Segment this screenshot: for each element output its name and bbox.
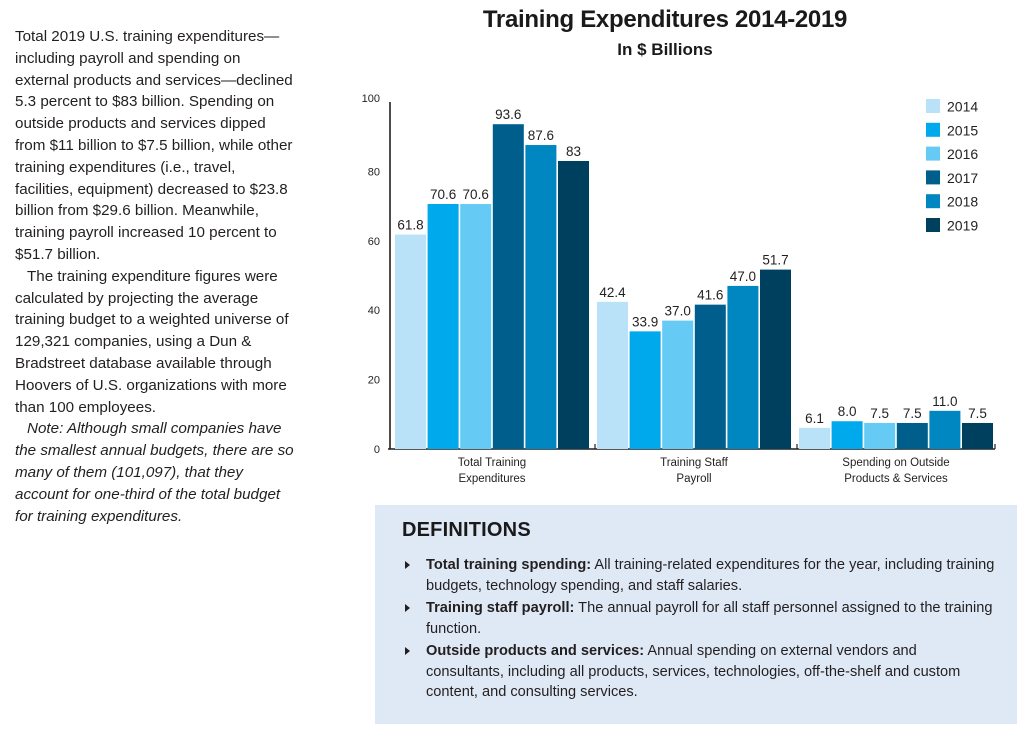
- bar-value-label: 11.0: [932, 394, 957, 409]
- category-label: Training Staff: [660, 457, 729, 469]
- y-tick-label: 40: [368, 305, 380, 317]
- legend-item-2018: 2018: [926, 194, 978, 210]
- triangle-bullet-icon: [405, 604, 410, 612]
- triangle-bullet-icon: [405, 647, 410, 655]
- legend-item-2014: 2014: [926, 99, 978, 115]
- category-label: Products & Services: [844, 473, 948, 485]
- bar-2018-2: [929, 410, 961, 449]
- bar-2019-1: [760, 269, 791, 449]
- bars: [395, 124, 993, 450]
- legend-swatch: [926, 218, 940, 232]
- definition-term: Outside products and services:: [426, 643, 645, 659]
- y-tick-label: 100: [362, 93, 380, 105]
- y-tick-label: 0: [374, 444, 380, 456]
- bar-2014-0: [395, 234, 426, 449]
- bar-value-label: 7.5: [870, 406, 889, 421]
- bar-2018-1: [727, 285, 759, 449]
- definitions-title: DEFINITIONS: [402, 519, 531, 541]
- legend-label: 2014: [947, 99, 978, 115]
- bar-2015-1: [629, 331, 661, 449]
- article-paragraph-summary: Total 2019 U.S. training expenditures—in…: [15, 28, 293, 263]
- bar-2016-1: [662, 320, 694, 449]
- bar-value-label: 7.5: [903, 406, 922, 421]
- definition-text: All training-related expenditures for th…: [426, 557, 995, 594]
- bar-2017-2: [896, 422, 928, 449]
- definition-text: The annual payroll for all staff personn…: [426, 600, 993, 637]
- bar-value-label: 8.0: [838, 404, 857, 419]
- legend-swatch: [926, 146, 940, 161]
- bar-value-label: 93.6: [495, 107, 521, 122]
- legend-item-2017: 2017: [926, 170, 978, 186]
- bar-chart: 0 20 40 60 80 100 61.8 42.4 6.1 70.6 33.9 8.0 70.6 3…: [362, 93, 996, 485]
- bar-2018-0: [525, 145, 557, 449]
- legend-swatch: [926, 122, 940, 137]
- chart-title: Training Expenditures 2014-2019: [482, 6, 848, 33]
- definitions-list: Total training spending: All training-re…: [405, 555, 995, 705]
- bar-2016-2: [864, 422, 896, 449]
- definition-item: Training staff payroll: The annual payro…: [405, 598, 995, 639]
- bar-value-label: 47.0: [730, 269, 756, 284]
- bar-value-label: 83: [566, 144, 581, 159]
- bar-2019-0: [558, 160, 589, 450]
- bar-2016-0: [460, 204, 492, 449]
- bar-2014-1: [597, 301, 628, 449]
- definition-term: Total training spending:: [426, 557, 592, 573]
- legend-item-2015: 2015: [926, 122, 978, 138]
- bar-value-label: 42.4: [599, 285, 626, 300]
- triangle-bullet-icon: [405, 561, 410, 569]
- article-note: Note: Although small companies have the …: [15, 420, 294, 525]
- category-label: Total Training: [458, 457, 526, 469]
- definition-item: Total training spending: All training-re…: [405, 555, 995, 596]
- bar-2014-2: [799, 427, 830, 449]
- bar-value-label: 6.1: [805, 411, 824, 426]
- legend-label: 2016: [947, 146, 978, 162]
- bar-2015-2: [831, 421, 863, 449]
- bar-value-label: 70.6: [430, 187, 456, 202]
- legend-label: 2017: [947, 170, 978, 186]
- legend-item-2016: 2016: [926, 146, 978, 162]
- bar-value-label: 41.6: [697, 288, 723, 303]
- bar-2017-0: [492, 124, 524, 449]
- bar-2019-2: [962, 422, 993, 449]
- bar-value-label: 87.6: [528, 128, 554, 143]
- legend-swatch: [926, 194, 940, 209]
- bar-value-label: 51.7: [762, 253, 788, 268]
- legend: 2014 2015 2016 2017 2018 2019: [926, 99, 978, 234]
- legend-swatch: [926, 99, 940, 113]
- article-paragraph-methodology: The training expenditure figures were ca…: [15, 267, 289, 416]
- legend-label: 2015: [947, 122, 978, 138]
- bar-value-label: 7.5: [968, 406, 987, 421]
- legend-swatch: [926, 170, 940, 185]
- bar-2015-0: [427, 204, 459, 449]
- bar-value-label: 37.0: [665, 304, 691, 319]
- y-tick-label: 80: [368, 166, 380, 178]
- definition-text: Annual spending on external vendors and …: [426, 643, 961, 700]
- y-tick-label: 60: [368, 236, 380, 248]
- category-label: Expenditures: [458, 473, 525, 485]
- bar-value-label: 61.8: [397, 218, 423, 233]
- category-labels: Total Training Expenditures Training Staff…: [458, 457, 950, 485]
- legend-label: 2019: [947, 218, 978, 234]
- bar-value-label: 70.6: [463, 187, 489, 202]
- chart-subtitle: In $ Billions: [617, 40, 713, 59]
- definition-term: Training staff payroll:: [426, 600, 575, 616]
- legend-label: 2018: [947, 194, 978, 210]
- legend-item-2019: 2019: [926, 218, 978, 234]
- bar-value-label: 33.9: [632, 314, 658, 329]
- article-text: Total 2019 U.S. training expenditures—in…: [15, 26, 295, 527]
- bar-value-labels: 61.8 42.4 6.1 70.6 33.9 8.0 70.6 37.0 7.5 93.6 41.…: [397, 107, 987, 426]
- definition-item: Outside products and services: Annual sp…: [405, 641, 995, 703]
- bar-2017-1: [694, 304, 726, 449]
- category-label: Payroll: [676, 473, 711, 485]
- y-tick-label: 20: [368, 375, 380, 387]
- definitions-panel: DEFINITIONS Total training spending: All…: [375, 505, 1017, 724]
- category-label: Spending on Outside: [842, 457, 949, 469]
